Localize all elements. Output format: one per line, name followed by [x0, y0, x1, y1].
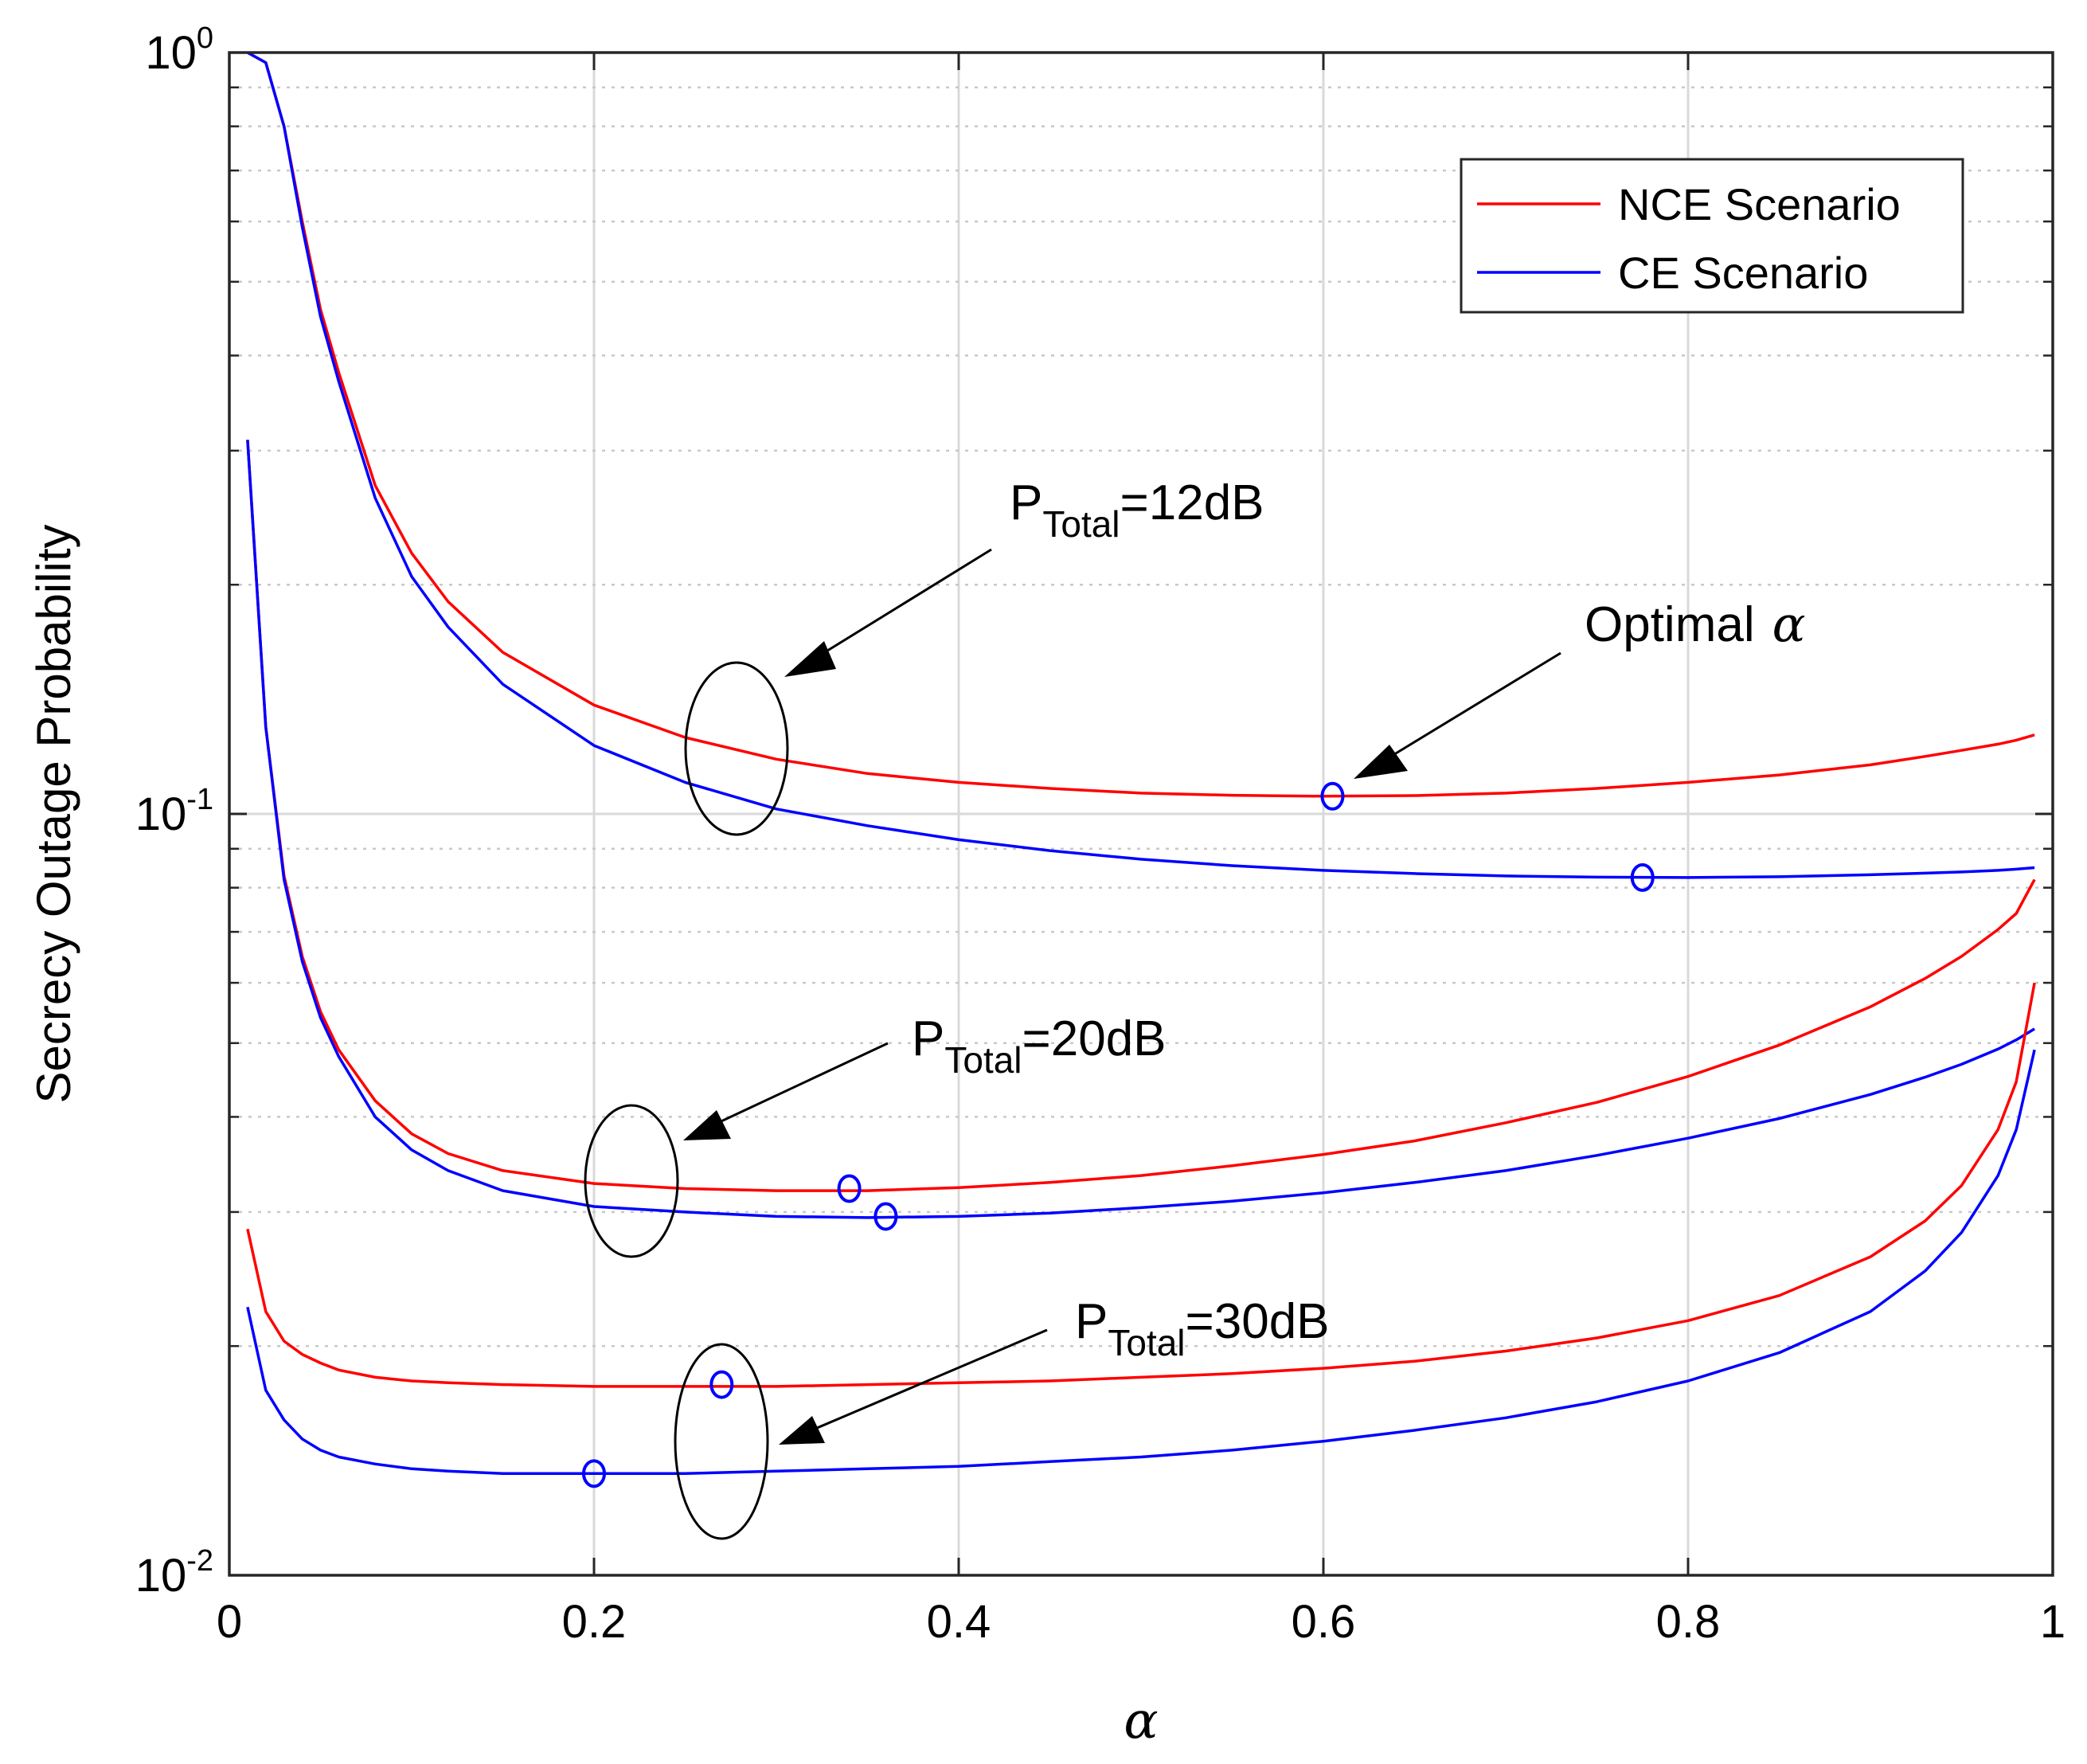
- optimal-alpha-marker: [582, 1459, 606, 1488]
- legend-box: [1460, 158, 1964, 314]
- y-tick-label: 10-2: [135, 1544, 213, 1602]
- arrow-optimal-head: [1354, 745, 1408, 779]
- arrow-30db-shaft: [799, 1328, 1048, 1437]
- series-lines: [246, 51, 2036, 1476]
- annotation-12db: PTotal=12dB: [684, 475, 1264, 836]
- y-axis-title: Secrecy Outage Probability: [27, 524, 80, 1103]
- x-tick-label: 0.2: [562, 1596, 627, 1648]
- group-ellipse-12db: [684, 661, 789, 836]
- annotation-20db: PTotal=20dB: [584, 1011, 1167, 1258]
- arrow-optimal-shaft: [1377, 651, 1561, 766]
- optimal-markers: [582, 781, 1655, 1488]
- x-tick-label: 1: [2040, 1596, 2066, 1648]
- x-tick-label: 0.6: [1292, 1596, 1356, 1648]
- arrow-30db-head: [779, 1416, 825, 1445]
- nce-line-12db: [247, 51, 2035, 798]
- ticks: [228, 51, 2054, 1577]
- optimal-alpha-marker: [1320, 781, 1345, 811]
- label-12db: PTotal=12dB: [1010, 475, 1264, 545]
- label-optimal-alpha: Optimal α: [1585, 595, 1805, 653]
- tick-labels: 0 0.2 0.4 0.6 0.8 1 100 10-1 10-2: [135, 22, 2066, 1648]
- label-30db: PTotal=30dB: [1075, 1294, 1330, 1363]
- group-ellipse-30db: [674, 1343, 769, 1540]
- arrow-12db-shaft: [803, 548, 992, 667]
- label-20db: PTotal=20dB: [912, 1011, 1167, 1081]
- legend-ce-label: CE Scenario: [1618, 248, 1868, 298]
- annotation-optimal-alpha: Optimal α: [1354, 595, 1805, 779]
- ce-line-12db: [247, 51, 2035, 879]
- arrow-20db-shaft: [700, 1042, 889, 1132]
- group-ellipse-20db: [584, 1104, 679, 1258]
- annotation-30db: PTotal=30dB: [674, 1294, 1330, 1540]
- nce-line-30db: [246, 982, 2036, 1388]
- x-tick-label: 0.4: [927, 1596, 991, 1648]
- optimal-alpha-marker: [709, 1370, 734, 1399]
- x-axis-title: α: [1124, 1692, 1158, 1750]
- legend: NCE Scenario CE Scenario: [1460, 158, 1964, 314]
- arrow-20db-head: [683, 1110, 731, 1140]
- x-tick-label: 0: [217, 1596, 242, 1648]
- arrow-12db-head: [784, 641, 836, 677]
- nce-line-20db: [246, 440, 2036, 1192]
- optimal-alpha-marker: [837, 1174, 862, 1203]
- legend-nce-label: NCE Scenario: [1618, 179, 1901, 229]
- y-tick-label: 10-1: [135, 783, 213, 840]
- ce-line-20db: [246, 440, 2036, 1219]
- optimal-alpha-marker: [873, 1202, 898, 1231]
- ce-line-30db: [246, 1049, 2036, 1476]
- optimal-alpha-marker: [1630, 862, 1655, 892]
- x-tick-label: 0.8: [1656, 1596, 1721, 1648]
- y-tick-label: 100: [145, 22, 213, 79]
